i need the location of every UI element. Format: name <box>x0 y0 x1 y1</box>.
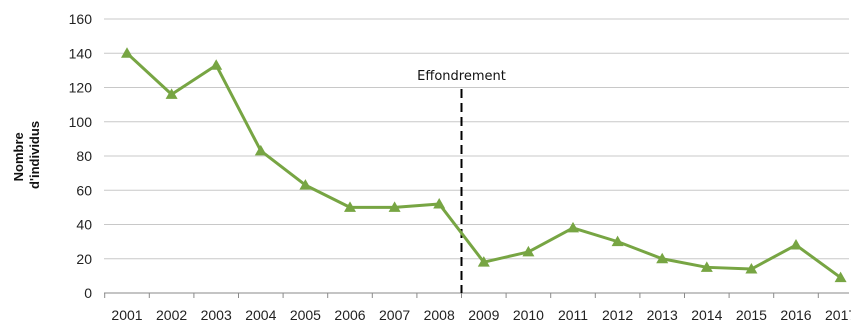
data-point-marker <box>165 88 178 99</box>
gridlines <box>104 18 849 260</box>
data-point-marker <box>522 245 535 257</box>
data-point-marker <box>567 221 579 233</box>
x-tick-label: 2008 <box>424 307 455 322</box>
x-tick-label: 2015 <box>736 307 767 322</box>
data-point-marker <box>344 201 356 212</box>
y-axis-label-line-2: d'individus <box>27 121 42 189</box>
x-tick-label: 2013 <box>647 307 678 322</box>
y-axis-label: Nombre d'individus <box>11 121 42 189</box>
data-point-marker <box>790 239 802 250</box>
x-tick-label: 2005 <box>290 307 321 322</box>
x-tick-label: 2001 <box>111 307 142 322</box>
x-tick-labels: 2001 2002 2003 2004 2005 2006 2007 2008 2009 2010… <box>111 307 851 322</box>
y-tick-label: 100 <box>69 114 93 130</box>
data-point-marker <box>745 263 758 274</box>
x-tick-label: 2010 <box>513 307 544 322</box>
x-tick-label: 2017 <box>825 307 851 322</box>
x-tick-label: 2002 <box>156 307 187 322</box>
x-tick-label: 2012 <box>602 307 633 322</box>
collapse-label: Effondrement <box>417 69 506 84</box>
y-tick-label: 140 <box>69 45 93 61</box>
y-tick-label: 40 <box>76 217 92 233</box>
x-axis <box>104 292 849 298</box>
series-line <box>125 52 842 279</box>
data-point-marker <box>700 261 713 272</box>
x-tick-label: 2004 <box>245 307 276 322</box>
data-point-marker <box>611 235 624 247</box>
y-tick-label: 0 <box>84 285 92 301</box>
data-point-marker <box>433 197 446 209</box>
x-tick-label: 2011 <box>558 307 588 322</box>
x-tick-label: 2009 <box>468 307 499 322</box>
x-tick-label: 2016 <box>780 307 811 322</box>
data-point-marker <box>210 59 223 70</box>
series-group <box>121 47 847 283</box>
data-point-marker <box>254 144 267 156</box>
y-axis-label-line-1: Nombre <box>11 132 26 181</box>
y-tick-labels: 0 20 40 60 80 100 120 140 160 <box>69 11 93 301</box>
y-tick-label: 20 <box>76 251 92 267</box>
x-tick-label: 2003 <box>201 307 232 322</box>
collapse-annotation: Effondrement <box>417 69 506 293</box>
y-tick-label: 60 <box>76 182 92 198</box>
y-tick-label: 80 <box>76 148 92 164</box>
data-point-marker <box>834 271 847 283</box>
data-point-marker <box>121 47 133 58</box>
data-point-marker <box>388 201 401 212</box>
x-tick-label: 2014 <box>691 307 722 322</box>
data-point-marker <box>656 252 669 264</box>
data-point-marker <box>299 179 312 190</box>
x-tick-label: 2007 <box>379 307 410 322</box>
data-point-marker <box>477 256 490 267</box>
x-tick-label: 2006 <box>334 307 365 322</box>
y-tick-label: 120 <box>69 80 93 96</box>
y-tick-label: 160 <box>69 11 93 27</box>
